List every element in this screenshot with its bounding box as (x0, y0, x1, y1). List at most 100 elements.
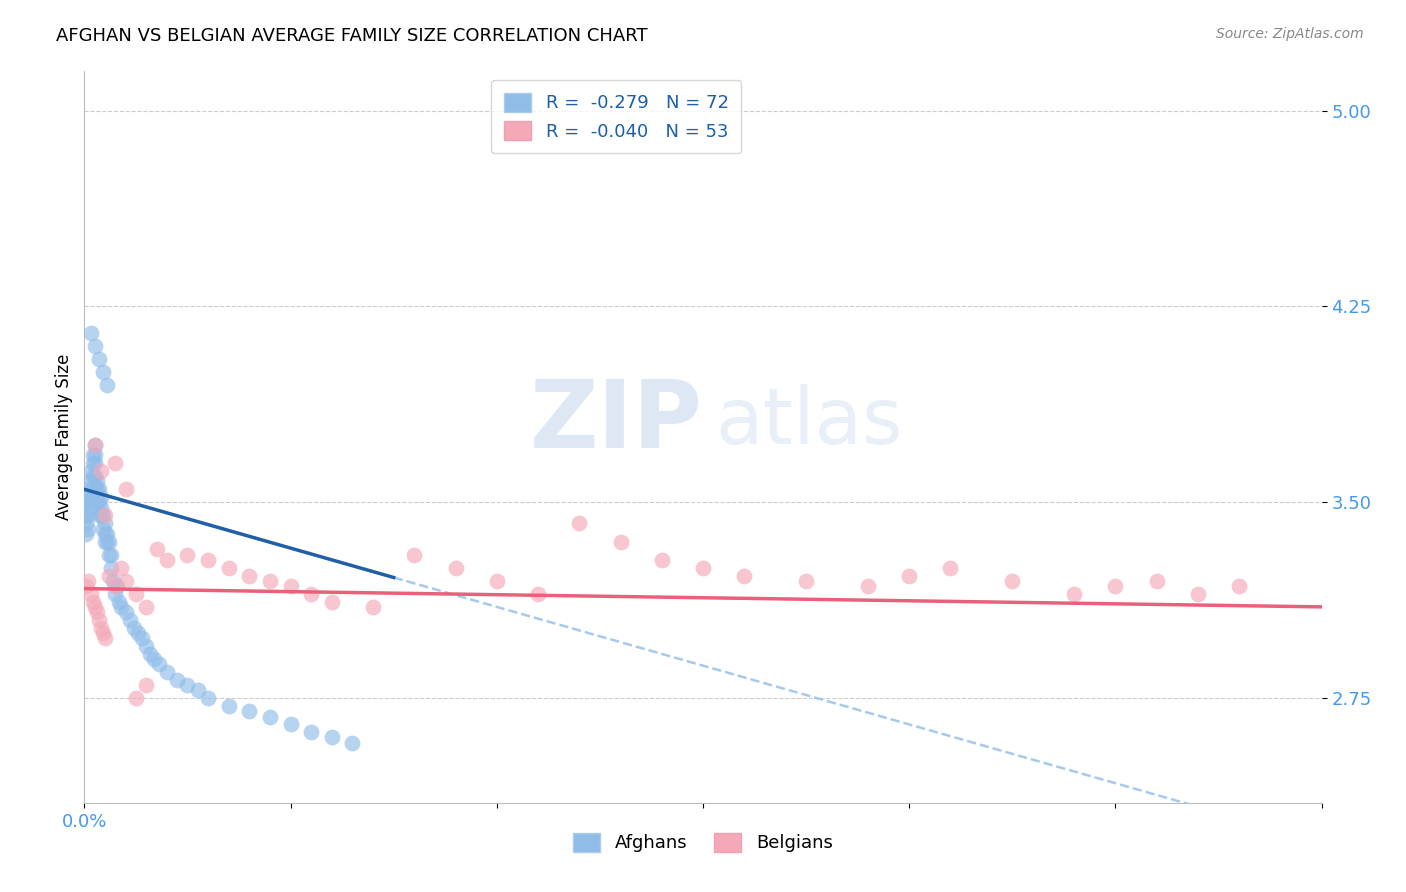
Point (86, 483, 108, 497)
Point (197, 691, 219, 706)
Point (156, 553, 179, 567)
Point (238, 705, 260, 719)
Point (83, 449, 105, 463)
Point (77, 495, 100, 509)
Point (176, 548, 198, 562)
Point (79, 490, 101, 504)
Point (939, 560, 962, 574)
Point (444, 560, 467, 574)
Point (100, 560, 122, 574)
Point (90, 621, 112, 635)
Point (404, 548, 426, 562)
Point (86, 475, 108, 489)
Point (125, 587, 148, 601)
Point (82, 595, 104, 609)
Point (148, 657, 170, 672)
Point (218, 699, 240, 714)
Point (145, 542, 167, 557)
Point (139, 647, 162, 661)
Point (114, 605, 136, 619)
Point (280, 717, 302, 731)
Point (1001, 574, 1024, 588)
Y-axis label: Average Family Size: Average Family Size (55, 354, 73, 520)
Point (83, 599, 105, 614)
Point (86, 495, 108, 509)
Point (94, 632, 117, 646)
Point (82, 456, 104, 470)
Point (96, 526, 118, 541)
Point (342, 736, 364, 750)
Point (1187, 587, 1209, 601)
Point (143, 652, 166, 666)
Point (176, 678, 198, 692)
Point (90, 500, 112, 515)
Text: AFGHAN VS BELGIAN AVERAGE FAMILY SIZE CORRELATION CHART: AFGHAN VS BELGIAN AVERAGE FAMILY SIZE CO… (56, 27, 648, 45)
Point (114, 574, 136, 588)
Point (77, 508, 100, 523)
Point (90, 508, 112, 523)
Point (83, 438, 105, 452)
Legend: Afghans, Belgians: Afghans, Belgians (567, 826, 839, 860)
Point (125, 691, 148, 706)
Point (127, 626, 149, 640)
Point (83, 456, 105, 470)
Point (100, 548, 122, 562)
Point (259, 574, 281, 588)
Point (91, 365, 114, 379)
Point (86, 605, 108, 619)
Point (98, 534, 121, 549)
Point (108, 595, 131, 609)
Point (79, 464, 101, 478)
Point (94, 534, 117, 549)
Point (156, 665, 179, 680)
Point (98, 548, 121, 562)
Point (135, 599, 157, 614)
Point (197, 553, 219, 567)
Point (321, 595, 343, 609)
Point (75, 579, 97, 593)
Point (103, 574, 125, 588)
Point (90, 464, 112, 478)
Point (82, 483, 104, 497)
Point (77, 483, 100, 497)
Point (94, 516, 117, 531)
Point (856, 579, 879, 593)
Point (75, 508, 97, 523)
Point (110, 560, 132, 574)
Point (87, 613, 110, 627)
Point (733, 568, 755, 582)
Point (131, 632, 153, 646)
Point (118, 613, 141, 627)
Point (114, 483, 136, 497)
Point (104, 579, 127, 593)
Point (651, 553, 673, 567)
Point (91, 508, 114, 523)
Point (87, 351, 110, 366)
Point (299, 725, 322, 739)
Point (90, 490, 112, 504)
Point (568, 516, 591, 531)
Point (187, 683, 209, 698)
Point (77, 522, 100, 536)
Point (166, 673, 188, 687)
Point (87, 508, 110, 523)
Point (94, 508, 117, 523)
Point (79, 475, 101, 489)
Point (1063, 587, 1085, 601)
Point (98, 568, 121, 582)
Point (83, 469, 105, 483)
Point (94, 526, 117, 541)
Point (105, 579, 128, 593)
Text: ZIP: ZIP (530, 376, 703, 468)
Text: Source: ZipAtlas.com: Source: ZipAtlas.com (1216, 27, 1364, 41)
Point (91, 626, 114, 640)
Point (218, 560, 240, 574)
Point (82, 449, 104, 463)
Point (75, 516, 97, 531)
Point (299, 587, 322, 601)
Point (91, 522, 114, 536)
Point (83, 483, 105, 497)
Point (79, 500, 101, 515)
Point (96, 534, 118, 549)
Point (527, 587, 550, 601)
